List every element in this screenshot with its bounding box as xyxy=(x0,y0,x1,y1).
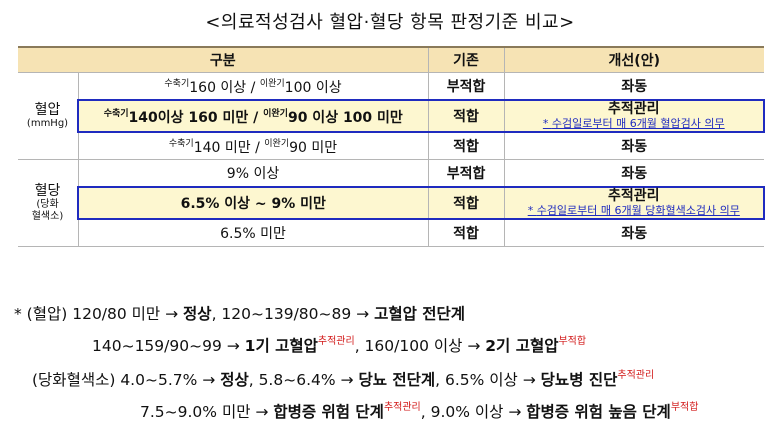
improved-verdict: 좌동 xyxy=(503,219,765,247)
tracking-label: 추적관리 xyxy=(608,188,660,204)
improved-verdict: 좌동 xyxy=(503,72,765,101)
bp-range-cell: 수축기140 미만 / 이완기90 미만 xyxy=(77,132,429,160)
table-row: 혈당 (당화 혈색소) 9% 이상 부적합 좌동 xyxy=(18,159,765,247)
glucose-label: 혈당 xyxy=(34,183,61,199)
improved-verdict-cell: 추적관리 * 수검일로부터 매 6개월 당화혈색소검사 의무 xyxy=(503,186,766,220)
bp-unit: (mmHg) xyxy=(26,118,69,129)
existing-verdict: 적합 xyxy=(427,219,505,247)
footnote-glucose-2: 7.5~9.0% 미만 → 합병증 위험 단계추적관리, 9.0% 이상 → 합… xyxy=(140,402,699,421)
header-category: 구분 xyxy=(18,46,429,73)
table-row: 혈압 (mmHg) 수축기160 이상 / 이완기100 이상 부적합 좌동 xyxy=(18,72,765,160)
existing-verdict: 부적합 xyxy=(427,159,505,188)
glucose-range-cell: 6.5% 미만 xyxy=(77,219,429,247)
table-row-highlighted: 수축기140이상 160 미만 / 이완기90 이상 100 미만 적합 추적관… xyxy=(18,99,766,133)
glucose-range-cell: 9% 이상 xyxy=(77,159,429,188)
existing-verdict: 적합 xyxy=(427,132,505,160)
table-row: 수축기140 미만 / 이완기90 미만 적합 좌동 xyxy=(18,132,765,160)
tracking-label: 추적관리 xyxy=(608,101,660,117)
glucose-range-cell: 6.5% 이상 ~ 9% 미만 xyxy=(76,186,429,220)
header-improved: 개선(안) xyxy=(503,46,765,73)
bp-label: 혈압 xyxy=(34,102,61,118)
existing-verdict: 적합 xyxy=(427,186,505,220)
tracking-note: * 수검일로부터 매 6개월 혈압검사 의무 xyxy=(542,117,725,130)
bp-category-cell: 혈압 (mmHg) xyxy=(18,72,78,160)
bp-range-cell: 수축기140이상 160 미만 / 이완기90 이상 100 미만 xyxy=(76,99,429,133)
improved-verdict-cell: 추적관리 * 수검일로부터 매 6개월 혈압검사 의무 xyxy=(503,99,766,133)
glucose-category-cell: 혈당 (당화 혈색소) xyxy=(18,159,78,247)
bp-range-cell: 수축기160 이상 / 이완기100 이상 xyxy=(77,72,429,101)
page-title: <의료적성검사 혈압·혈당 항목 판정기준 비교> xyxy=(205,12,575,33)
table-row: 6.5% 미만 적합 좌동 xyxy=(18,219,765,247)
existing-verdict: 부적합 xyxy=(427,72,505,101)
footnote-bp-1: * (혈압) 120/80 미만 → 정상, 120~139/80~89 → 고… xyxy=(14,305,466,323)
improved-verdict: 좌동 xyxy=(503,159,765,188)
footnote-glucose-1: (당화혈색소) 4.0~5.7% → 정상, 5.8~6.4% → 당뇨 전단계… xyxy=(32,370,655,389)
footnote-bp-2: 140~159/90~99 → 1기 고혈압추적관리, 160/100 이상 →… xyxy=(92,336,587,355)
header-existing: 기존 xyxy=(427,46,505,73)
tracking-note: * 수검일로부터 매 6개월 당화혈색소검사 의무 xyxy=(527,204,740,217)
existing-verdict: 적합 xyxy=(427,99,505,133)
comparison-table: 구분 기존 개선(안) 혈압 (mmHg) 수축기160 이상 / 이완기100… xyxy=(18,46,766,247)
table-row-highlighted: 6.5% 이상 ~ 9% 미만 적합 추적관리 * 수검일로부터 매 6개월 당… xyxy=(18,186,766,220)
improved-verdict: 좌동 xyxy=(503,132,765,160)
table-header-row: 구분 기존 개선(안) xyxy=(18,46,765,73)
